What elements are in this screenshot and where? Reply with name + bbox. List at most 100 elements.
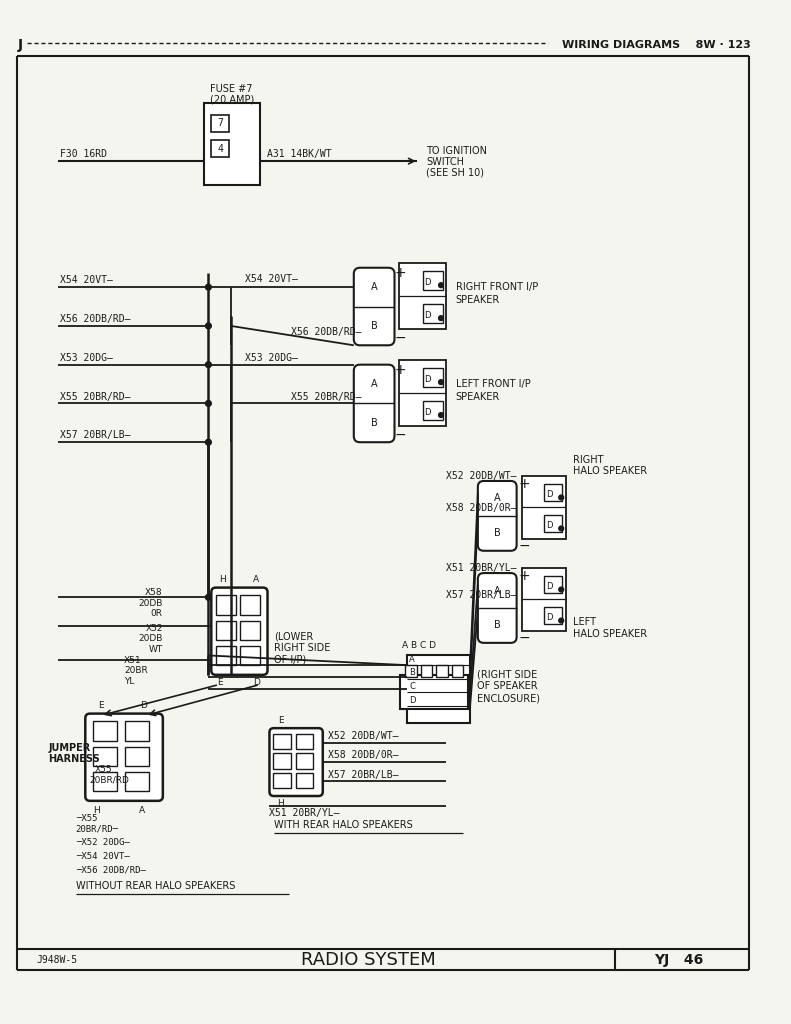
Text: X54 20VT—: X54 20VT— <box>245 274 298 285</box>
FancyBboxPatch shape <box>211 588 267 675</box>
Text: F30 16RD: F30 16RD <box>60 150 107 160</box>
Text: E: E <box>217 678 223 687</box>
Bar <box>522 476 566 540</box>
Text: A: A <box>371 379 377 389</box>
Text: WITHOUT REAR HALO SPEAKERS: WITHOUT REAR HALO SPEAKERS <box>76 881 235 891</box>
Text: ─X52 20DG—: ─X52 20DG— <box>76 838 130 847</box>
Text: D: D <box>546 582 552 591</box>
Bar <box>274 734 291 750</box>
Text: 7: 7 <box>217 119 223 128</box>
Bar <box>216 621 236 640</box>
Text: ─X54 20VT—: ─X54 20VT— <box>76 852 130 860</box>
Text: A31 14BK/WT: A31 14BK/WT <box>267 150 331 160</box>
Text: D: D <box>253 678 259 687</box>
Text: X56 20DB/RD—: X56 20DB/RD— <box>60 314 131 325</box>
Text: A: A <box>494 586 501 596</box>
Text: D: D <box>425 375 431 384</box>
Bar <box>422 270 443 290</box>
Text: JUMPER: JUMPER <box>48 742 91 753</box>
Text: HARNESS: HARNESS <box>48 754 100 764</box>
Bar <box>422 303 443 323</box>
Bar <box>240 621 259 640</box>
Circle shape <box>206 323 211 329</box>
Text: SWITCH: SWITCH <box>426 157 464 167</box>
Text: A B C D: A B C D <box>403 641 437 650</box>
Bar <box>522 568 566 631</box>
Bar <box>125 772 149 792</box>
Text: D: D <box>546 521 552 530</box>
Text: (RIGHT SIDE: (RIGHT SIDE <box>477 670 537 680</box>
Text: H: H <box>93 806 100 815</box>
Bar <box>399 359 446 426</box>
FancyBboxPatch shape <box>85 714 163 801</box>
FancyBboxPatch shape <box>478 481 517 551</box>
Bar <box>211 115 229 132</box>
Circle shape <box>438 380 444 385</box>
Circle shape <box>206 361 211 368</box>
Bar <box>296 754 313 769</box>
Text: FUSE #7: FUSE #7 <box>210 84 253 94</box>
Text: X51 20BR/YL—: X51 20BR/YL— <box>270 808 340 818</box>
Text: X52: X52 <box>146 624 163 633</box>
Text: X52 20DB/WT—: X52 20DB/WT— <box>327 731 398 741</box>
Text: A: A <box>409 654 414 664</box>
Text: 0R: 0R <box>151 609 163 618</box>
Text: LEFT: LEFT <box>573 616 596 627</box>
Bar <box>452 666 464 677</box>
Bar <box>422 400 443 420</box>
Text: +: + <box>395 362 406 377</box>
Bar <box>399 263 446 329</box>
Text: WIRING DIAGRAMS    8W · 123: WIRING DIAGRAMS 8W · 123 <box>562 40 751 50</box>
Bar <box>543 607 562 625</box>
Text: OF I/P): OF I/P) <box>274 654 307 665</box>
Text: E: E <box>278 716 284 725</box>
Bar <box>436 666 448 677</box>
Text: WITH REAR HALO SPEAKERS: WITH REAR HALO SPEAKERS <box>274 820 413 830</box>
Text: 20DB: 20DB <box>138 635 163 643</box>
Text: X58: X58 <box>146 588 163 597</box>
Text: RIGHT SIDE: RIGHT SIDE <box>274 643 331 652</box>
Text: D: D <box>409 695 415 705</box>
Text: (SEE SH 10): (SEE SH 10) <box>426 168 484 178</box>
Text: B: B <box>409 669 415 678</box>
Text: B: B <box>494 528 501 539</box>
Bar <box>240 646 259 666</box>
Bar <box>543 484 562 502</box>
Text: OF SPEAKER: OF SPEAKER <box>477 681 538 691</box>
Text: HALO SPEAKER: HALO SPEAKER <box>573 629 647 639</box>
Bar <box>93 721 117 740</box>
Text: 20BR: 20BR <box>124 667 148 676</box>
Bar <box>93 772 117 792</box>
Text: X55 20BR/RD—: X55 20BR/RD— <box>60 391 131 401</box>
Text: ─X56 20DB/RD—: ─X56 20DB/RD— <box>76 865 146 874</box>
Circle shape <box>206 400 211 407</box>
Bar <box>296 734 313 750</box>
Text: X58 20DB/0R—: X58 20DB/0R— <box>446 503 517 513</box>
Text: −: − <box>519 539 530 553</box>
Text: X52 20DB/WT—: X52 20DB/WT— <box>446 471 517 481</box>
Text: J948W-5: J948W-5 <box>37 954 78 965</box>
Text: D: D <box>425 408 431 417</box>
Text: (20 AMP): (20 AMP) <box>210 94 254 104</box>
Circle shape <box>206 594 211 600</box>
Bar <box>422 368 443 387</box>
Text: TO IGNITION: TO IGNITION <box>426 146 487 157</box>
Text: −: − <box>519 631 530 645</box>
Text: RIGHT FRONT I/P: RIGHT FRONT I/P <box>456 283 538 292</box>
Circle shape <box>438 315 444 321</box>
Text: 20BR/RD: 20BR/RD <box>89 776 129 785</box>
Bar <box>125 746 149 766</box>
Text: X57 20BR/LB—: X57 20BR/LB— <box>446 591 517 600</box>
Text: 20BR/RD─: 20BR/RD─ <box>76 824 119 834</box>
Text: YL: YL <box>124 677 134 686</box>
Circle shape <box>206 285 211 290</box>
Text: X58 20DB/0R—: X58 20DB/0R— <box>327 751 398 760</box>
Text: SPEAKER: SPEAKER <box>456 391 500 401</box>
Text: −: − <box>395 331 406 344</box>
Text: X57 20BR/LB—: X57 20BR/LB— <box>60 430 131 440</box>
Text: A: A <box>371 283 377 292</box>
Circle shape <box>438 413 444 418</box>
Text: B: B <box>371 418 377 428</box>
FancyBboxPatch shape <box>354 365 395 442</box>
Text: ─X55: ─X55 <box>76 814 97 823</box>
